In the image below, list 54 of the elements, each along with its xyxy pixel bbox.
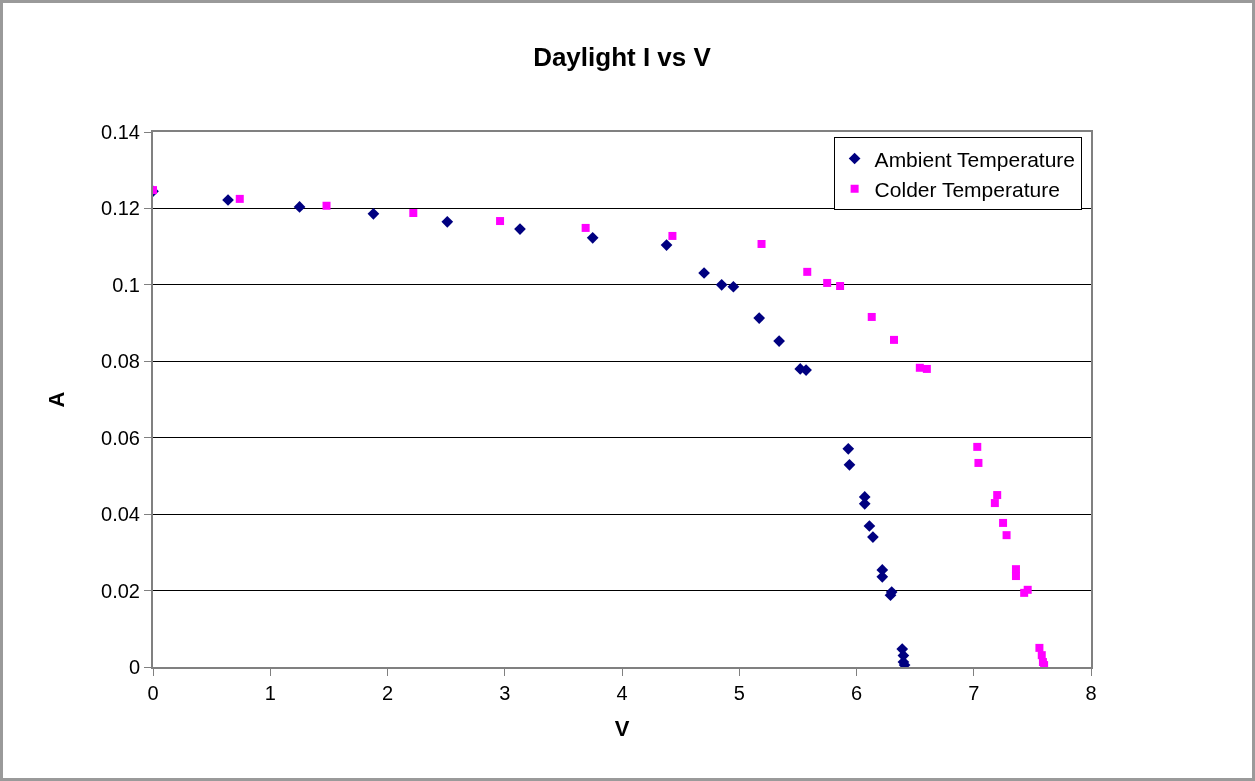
x-tick-label: 5 bbox=[733, 682, 745, 704]
point bbox=[660, 239, 673, 251]
point bbox=[974, 458, 983, 467]
point bbox=[842, 442, 855, 455]
point bbox=[235, 194, 244, 203]
point bbox=[922, 364, 931, 373]
x-tick-label: 3 bbox=[499, 682, 511, 704]
point bbox=[803, 267, 812, 276]
point bbox=[293, 201, 306, 213]
legend-label: Colder Temperature bbox=[874, 177, 1060, 201]
point bbox=[836, 282, 845, 290]
point bbox=[322, 201, 331, 210]
y-tick-label: 0.08 bbox=[101, 350, 140, 373]
point bbox=[990, 499, 999, 508]
point bbox=[757, 239, 766, 248]
point bbox=[441, 215, 454, 228]
point bbox=[496, 217, 505, 226]
point bbox=[1035, 643, 1044, 652]
x-tick-label: 2 bbox=[381, 682, 394, 704]
y-tick-label: 0.12 bbox=[101, 197, 140, 220]
point bbox=[753, 312, 766, 324]
point bbox=[586, 232, 599, 244]
x-axis-title: V bbox=[614, 716, 630, 742]
x-tick-label: 1 bbox=[264, 682, 276, 704]
x-tick-label: 0 bbox=[147, 682, 159, 704]
x-tick-label: 4 bbox=[616, 682, 628, 704]
point bbox=[993, 491, 1002, 500]
point bbox=[863, 520, 876, 532]
y-tick-label: 0.06 bbox=[101, 426, 140, 449]
y-tick-label: 0.1 bbox=[112, 273, 140, 296]
point bbox=[999, 518, 1008, 527]
y-tick-label: 0.02 bbox=[101, 579, 140, 602]
point bbox=[581, 223, 590, 232]
point bbox=[823, 278, 832, 287]
y-tick-label: 0.14 bbox=[101, 121, 140, 143]
point bbox=[1011, 572, 1020, 581]
point bbox=[367, 207, 380, 220]
point bbox=[1002, 531, 1011, 540]
x-tick-label: 6 bbox=[850, 682, 863, 704]
point bbox=[727, 280, 740, 293]
point bbox=[715, 279, 728, 291]
point bbox=[409, 209, 418, 218]
chart-title: Daylight I vs V bbox=[533, 42, 712, 73]
legend-label: Ambient Temperature bbox=[874, 147, 1076, 171]
point bbox=[843, 459, 856, 471]
point bbox=[668, 231, 677, 240]
point bbox=[890, 335, 899, 344]
point bbox=[973, 442, 982, 451]
x-tick-label: 7 bbox=[968, 682, 980, 704]
y-tick-label: 0 bbox=[128, 656, 140, 678]
x-tick-label: 8 bbox=[1085, 682, 1097, 704]
y-axis-title: A bbox=[44, 391, 70, 408]
y-tick-label: 0.04 bbox=[101, 503, 140, 526]
point bbox=[867, 312, 876, 321]
